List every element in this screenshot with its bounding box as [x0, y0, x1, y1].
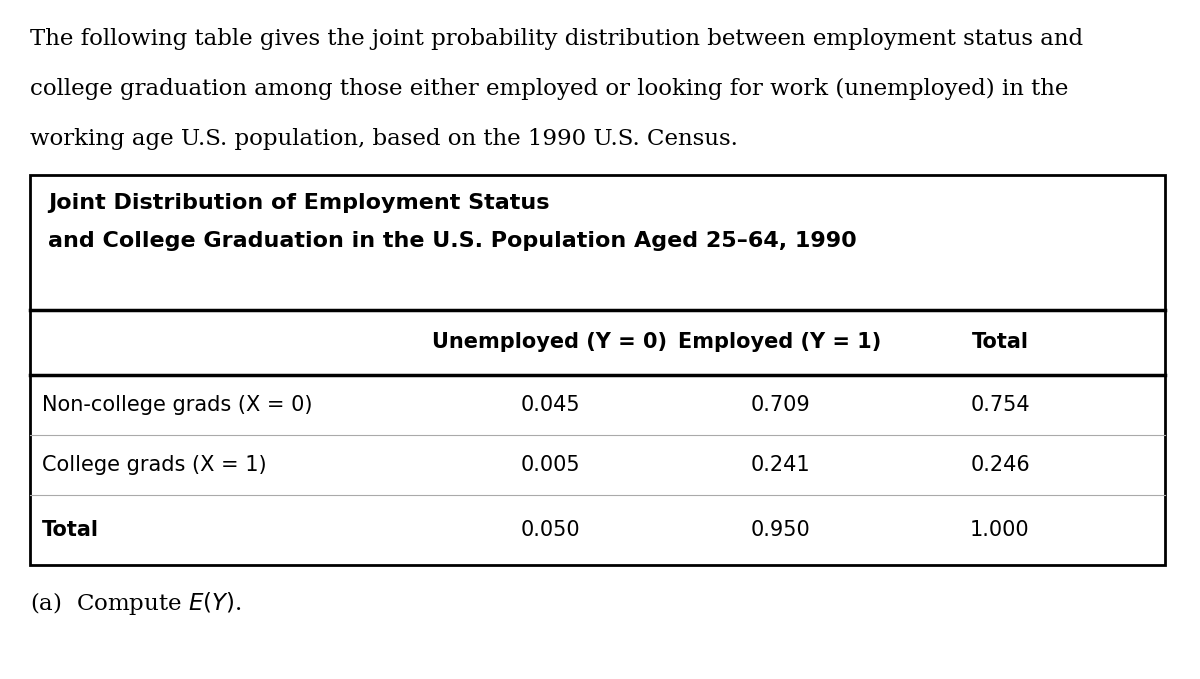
- Text: The following table gives the joint probability distribution between employment : The following table gives the joint prob…: [30, 28, 1084, 50]
- Text: 0.045: 0.045: [520, 395, 580, 415]
- Text: 0.950: 0.950: [750, 520, 810, 540]
- Text: 0.754: 0.754: [970, 395, 1030, 415]
- Text: 0.005: 0.005: [520, 455, 580, 475]
- Text: 0.050: 0.050: [520, 520, 580, 540]
- Text: Joint Distribution of Employment Status: Joint Distribution of Employment Status: [48, 193, 550, 213]
- Text: 0.241: 0.241: [750, 455, 810, 475]
- Text: Employed (Y = 1): Employed (Y = 1): [678, 333, 882, 352]
- Text: Unemployed (Y = 0): Unemployed (Y = 0): [432, 333, 667, 352]
- Text: 0.709: 0.709: [750, 395, 810, 415]
- Text: Total: Total: [972, 333, 1028, 352]
- Text: college graduation among those either employed or looking for work (unemployed) : college graduation among those either em…: [30, 78, 1068, 100]
- Text: working age U.S. population, based on the 1990 U.S. Census.: working age U.S. population, based on th…: [30, 128, 738, 150]
- Text: 1.000: 1.000: [970, 520, 1030, 540]
- Text: and College Graduation in the U.S. Population Aged 25–64, 1990: and College Graduation in the U.S. Popul…: [48, 231, 857, 251]
- Text: 0.246: 0.246: [970, 455, 1030, 475]
- Text: College grads (X = 1): College grads (X = 1): [42, 455, 266, 475]
- Text: Total: Total: [42, 520, 98, 540]
- Bar: [30, 175, 1165, 565]
- Text: Non-college grads (X = 0): Non-college grads (X = 0): [42, 395, 312, 415]
- Text: (a)  Compute $E(Y)$.: (a) Compute $E(Y)$.: [30, 590, 241, 617]
